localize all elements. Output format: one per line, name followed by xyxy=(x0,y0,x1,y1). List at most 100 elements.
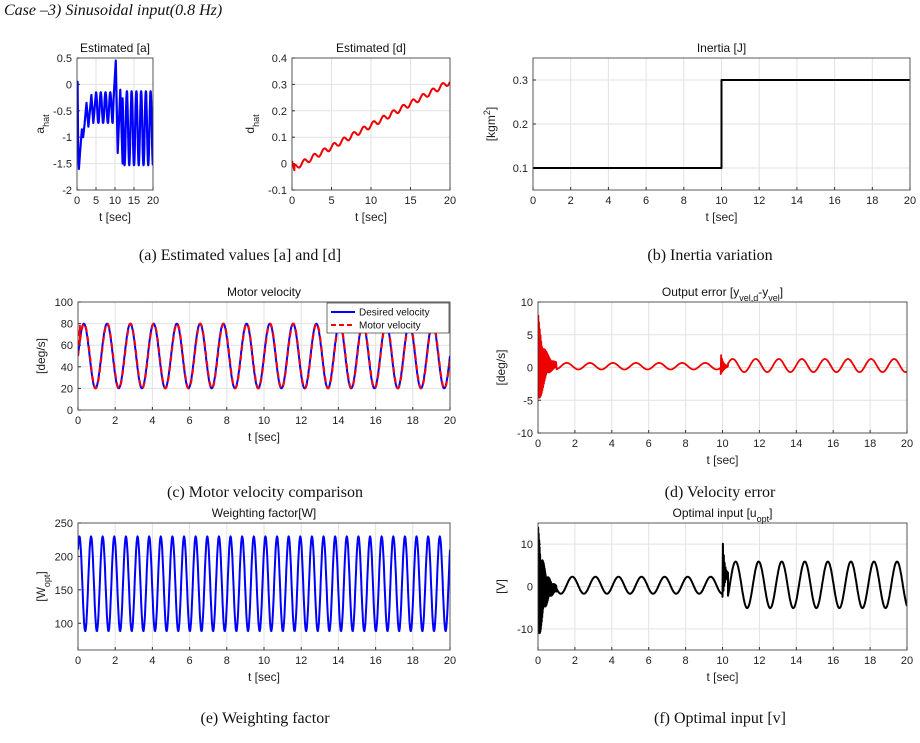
x-axis-label: t [sec] xyxy=(706,670,738,684)
x-tick-label: 0 xyxy=(535,438,541,450)
ylabel-text: a xyxy=(33,127,47,134)
axes-frame xyxy=(532,57,911,191)
case-title: Case –3) Sinusoidal input(0.8 Hz) xyxy=(4,2,223,19)
x-tick-label: 20 xyxy=(444,415,456,427)
x-tick-label: 15 xyxy=(128,195,140,207)
x-axis-label: t [sec] xyxy=(705,210,737,224)
y-tick-label: -1 xyxy=(62,132,72,144)
series-line-d-hat xyxy=(292,81,450,172)
x-tick-label: 5 xyxy=(328,195,334,207)
y-tick-label: 10 xyxy=(521,297,533,309)
x-tick-label: 20 xyxy=(901,655,913,667)
y-tick-label: -2 xyxy=(62,185,72,197)
title-text: ] xyxy=(769,506,772,520)
y-axis-label: [Wopt] xyxy=(34,571,52,602)
y-tick-label: 5 xyxy=(527,330,533,342)
x-tick-label: 20 xyxy=(147,195,159,207)
x-tick-label: 4 xyxy=(609,655,615,667)
x-tick-label: 15 xyxy=(404,195,416,207)
ylabel-text: [V] xyxy=(494,579,508,594)
x-tick-label: 4 xyxy=(149,655,155,667)
legend-box xyxy=(326,302,450,334)
ylabel-text: [W xyxy=(34,586,48,601)
title-text: Weighting factor[W] xyxy=(212,506,316,520)
x-tick-label: 18 xyxy=(866,195,878,207)
x-tick-label: 6 xyxy=(646,655,652,667)
x-tick-label: 0 xyxy=(535,655,541,667)
y-tick-label: 40 xyxy=(61,362,73,374)
series-line-error xyxy=(538,314,907,399)
x-tick-label: 4 xyxy=(605,195,611,207)
subplot-title: Optimal input [uopt] xyxy=(673,506,773,524)
x-axis-label: t [sec] xyxy=(248,430,280,444)
subplot-title: Estimated [d] xyxy=(336,41,406,55)
x-tick-label: 20 xyxy=(444,655,456,667)
x-tick-label: 12 xyxy=(753,655,765,667)
caption-b: (b) Inertia variation xyxy=(647,247,773,264)
x-tick-label: 16 xyxy=(827,655,839,667)
y-tick-label: -10 xyxy=(517,624,533,636)
series-line-j xyxy=(533,79,910,169)
axes-frame xyxy=(76,57,154,191)
y-tick-label: 0.2 xyxy=(272,106,287,118)
subplot-c: 0 2 4 6 8 10 12 14 16 18 20 0 20 40 60 80 100 Motor veloc… xyxy=(34,285,456,444)
x-tick-label: 10 xyxy=(365,195,377,207)
title-text: Estimated [a] xyxy=(80,41,150,55)
x-tick-label: 6 xyxy=(643,195,649,207)
y-tick-label: 150 xyxy=(55,585,73,597)
subplot-b: 0 2 4 6 8 10 12 14 16 18 20 0.1 0.2 0.3 Inertia [J] t [… xyxy=(482,41,916,224)
x-axis-label: t [sec] xyxy=(248,670,280,684)
x-tick-label: 10 xyxy=(715,195,727,207)
x-tick-label: 18 xyxy=(864,655,876,667)
x-tick-label: 16 xyxy=(369,415,381,427)
subplot-title: Inertia [J] xyxy=(697,41,746,55)
y-tick-label: 0.1 xyxy=(272,132,287,144)
subplot-title: Estimated [a] xyxy=(80,41,150,55)
ylabel-subscript: hat xyxy=(251,114,261,127)
title-text: ] xyxy=(780,285,783,299)
y-tick-label: 0 xyxy=(66,79,72,91)
axes-frame xyxy=(77,522,451,651)
legend-entry: Motor velocity xyxy=(359,321,421,332)
series-line-u-opt xyxy=(538,526,907,635)
y-tick-label: 0.4 xyxy=(272,53,287,65)
caption-a: (a) Estimated values [a] and [d] xyxy=(138,247,342,264)
subplot-title: Motor velocity xyxy=(227,285,301,299)
y-axis-label: [kgm2] xyxy=(482,107,498,141)
y-axis-label: [V] xyxy=(494,579,508,594)
x-axis-label: t [sec] xyxy=(99,210,131,224)
x-axis-label: t [sec] xyxy=(355,210,387,224)
x-tick-label: 8 xyxy=(224,415,230,427)
subplot-title: Output error [yvel,d-yvel] xyxy=(662,285,783,303)
caption-c: (c) Motor velocity comparison xyxy=(167,484,363,501)
ylabel-text: [deg/s] xyxy=(494,349,508,385)
y-tick-label: 0.2 xyxy=(513,119,528,131)
y-tick-label: 0.1 xyxy=(513,163,528,175)
x-tick-label: 18 xyxy=(864,438,876,450)
x-tick-label: 20 xyxy=(444,195,456,207)
x-tick-label: 20 xyxy=(901,438,913,450)
x-tick-label: 2 xyxy=(572,655,578,667)
x-tick-label: 6 xyxy=(187,415,193,427)
x-tick-label: 10 xyxy=(716,655,728,667)
y-tick-label: 60 xyxy=(61,340,73,352)
x-tick-label: 4 xyxy=(149,415,155,427)
y-tick-label: 250 xyxy=(55,518,73,530)
x-tick-label: 12 xyxy=(295,415,307,427)
x-tick-label: 2 xyxy=(112,655,118,667)
x-tick-label: 14 xyxy=(332,415,344,427)
x-tick-label: 16 xyxy=(369,655,381,667)
subplot-f: 0 2 4 6 8 10 12 14 16 18 20 -10 0 10 Optimal input [uo… xyxy=(494,506,913,684)
x-tick-label: 2 xyxy=(572,438,578,450)
y-tick-label: 0 xyxy=(527,363,533,375)
title-text: Inertia [J] xyxy=(697,41,746,55)
y-tick-label: -0.1 xyxy=(268,185,287,197)
title-text: Estimated [d] xyxy=(336,41,406,55)
caption-e: (e) Weighting factor xyxy=(200,710,330,727)
y-axis-label: [deg/s] xyxy=(34,338,48,374)
x-tick-label: 2 xyxy=(568,195,574,207)
x-tick-label: 12 xyxy=(295,655,307,667)
x-tick-label: 6 xyxy=(187,655,193,667)
y-tick-label: 10 xyxy=(521,539,533,551)
